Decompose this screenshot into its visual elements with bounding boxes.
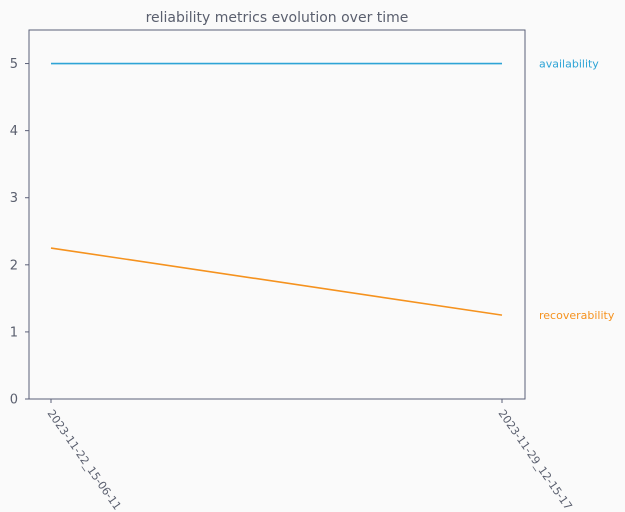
plot-area-frame bbox=[28, 29, 526, 400]
x-axis: 2023-11-22_15-06-11 2023-11-29_12-15-17 bbox=[45, 399, 575, 512]
y-tick-label: 3 bbox=[10, 191, 18, 206]
y-tick-label: 5 bbox=[10, 57, 18, 72]
chart-title: reliability metrics evolution over time bbox=[146, 10, 409, 26]
y-tick-label: 2 bbox=[10, 258, 18, 273]
x-tick-label: 2023-11-22_15-06-11 bbox=[45, 407, 124, 512]
y-tick-label: 4 bbox=[10, 124, 18, 139]
series-layer bbox=[50, 62, 503, 316]
y-tick-label: 1 bbox=[10, 325, 18, 340]
y-axis: 0 1 2 3 4 5 bbox=[10, 57, 29, 408]
series-labels: availability recoverability bbox=[539, 58, 615, 323]
series-label-availability: availability bbox=[539, 58, 599, 71]
series-label-recoverability: recoverability bbox=[539, 309, 615, 322]
series-line-recoverability bbox=[50, 247, 503, 316]
x-tick-label: 2023-11-29_12-15-17 bbox=[496, 407, 575, 512]
y-tick-label: 0 bbox=[10, 393, 18, 408]
